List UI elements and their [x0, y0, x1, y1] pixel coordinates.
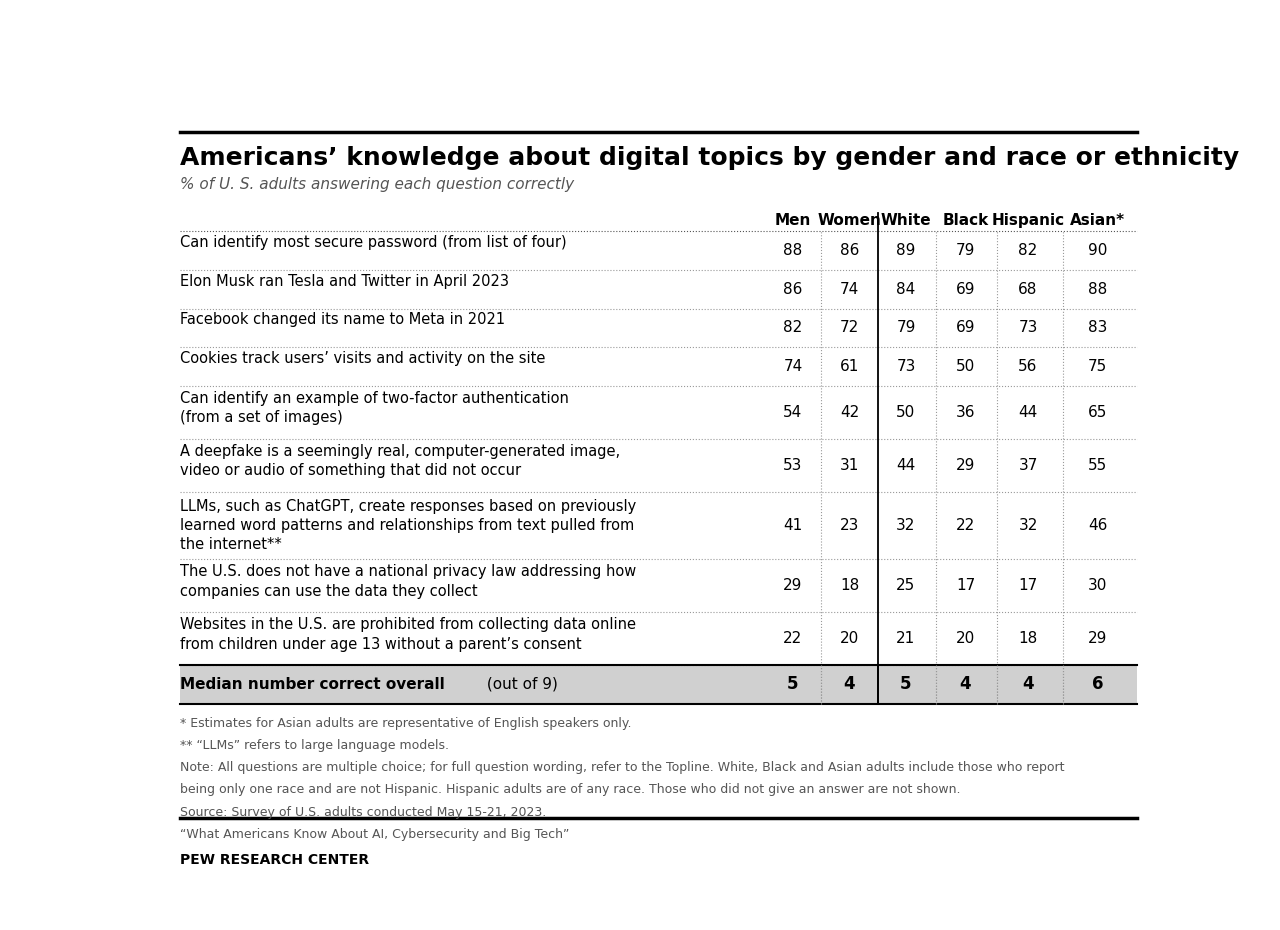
Text: 4: 4 [1023, 675, 1034, 694]
Text: 22: 22 [783, 631, 803, 646]
Text: 69: 69 [956, 282, 975, 297]
Text: Note: All questions are multiple choice; for full question wording, refer to the: Note: All questions are multiple choice;… [179, 761, 1065, 774]
Text: White: White [881, 213, 932, 228]
Text: Asian*: Asian* [1070, 213, 1125, 228]
Text: 6: 6 [1092, 675, 1103, 694]
Text: 74: 74 [840, 282, 859, 297]
Text: 73: 73 [1019, 320, 1038, 336]
Text: A deepfake is a seemingly real, computer-generated image,
video or audio of some: A deepfake is a seemingly real, computer… [179, 445, 620, 478]
Text: 83: 83 [1088, 320, 1107, 336]
Text: 36: 36 [956, 405, 975, 419]
Text: 86: 86 [783, 282, 803, 297]
Text: 23: 23 [840, 518, 859, 533]
Text: 68: 68 [1019, 282, 1038, 297]
Text: LLMs, such as ChatGPT, create responses based on previously
learned word pattern: LLMs, such as ChatGPT, create responses … [179, 498, 636, 552]
Text: Men: Men [774, 213, 812, 228]
Text: 41: 41 [783, 518, 803, 533]
Text: 29: 29 [956, 458, 975, 472]
Text: Can identify an example of two-factor authentication
(from a set of images): Can identify an example of two-factor au… [179, 392, 568, 425]
Text: 65: 65 [1088, 405, 1107, 419]
Text: 30: 30 [1088, 578, 1107, 593]
Text: 61: 61 [840, 359, 859, 374]
Text: 32: 32 [1019, 518, 1038, 533]
Text: 4: 4 [844, 675, 855, 694]
Text: 53: 53 [783, 458, 803, 472]
Text: 50: 50 [956, 359, 975, 374]
Text: 44: 44 [1019, 405, 1038, 419]
Text: “What Americans Know About AI, Cybersecurity and Big Tech”: “What Americans Know About AI, Cybersecu… [179, 828, 570, 841]
Text: 17: 17 [956, 578, 975, 593]
Bar [179, 665, 1137, 704]
Text: * Estimates for Asian adults are representative of English speakers only.: * Estimates for Asian adults are represe… [179, 717, 631, 730]
Text: 54: 54 [783, 405, 803, 419]
Text: 90: 90 [1088, 243, 1107, 258]
Text: 55: 55 [1088, 458, 1107, 472]
Text: 79: 79 [956, 243, 975, 258]
Text: 69: 69 [956, 320, 975, 336]
Text: 5: 5 [900, 675, 911, 694]
Text: 29: 29 [1088, 631, 1107, 646]
Text: 20: 20 [956, 631, 975, 646]
Text: 74: 74 [783, 359, 803, 374]
Text: Cookies track users’ visits and activity on the site: Cookies track users’ visits and activity… [179, 351, 545, 366]
Text: 5: 5 [787, 675, 799, 694]
Text: 79: 79 [896, 320, 915, 336]
Text: 75: 75 [1088, 359, 1107, 374]
Text: Hispanic: Hispanic [992, 213, 1065, 228]
Text: 29: 29 [783, 578, 803, 593]
Text: 18: 18 [1019, 631, 1038, 646]
Text: 4: 4 [960, 675, 972, 694]
Text: % of U. S. adults answering each question correctly: % of U. S. adults answering each questio… [179, 178, 573, 193]
Text: The U.S. does not have a national privacy law addressing how
companies can use t: The U.S. does not have a national privac… [179, 565, 636, 599]
Text: 17: 17 [1019, 578, 1038, 593]
Text: 56: 56 [1019, 359, 1038, 374]
Text: 18: 18 [840, 578, 859, 593]
Text: Black: Black [942, 213, 988, 228]
Text: 82: 82 [783, 320, 803, 336]
Text: Women: Women [818, 213, 882, 228]
Text: 42: 42 [840, 405, 859, 419]
Text: being only one race and are not Hispanic. Hispanic adults are of any race. Those: being only one race and are not Hispanic… [179, 783, 960, 796]
Text: ** “LLMs” refers to large language models.: ** “LLMs” refers to large language model… [179, 739, 449, 751]
Text: 89: 89 [896, 243, 915, 258]
Text: Median number correct overall: Median number correct overall [179, 677, 444, 692]
Text: 37: 37 [1019, 458, 1038, 472]
Text: 25: 25 [896, 578, 915, 593]
Text: 82: 82 [1019, 243, 1038, 258]
Text: Elon Musk ran Tesla and Twitter in April 2023: Elon Musk ran Tesla and Twitter in April… [179, 273, 509, 288]
Text: 88: 88 [783, 243, 803, 258]
Text: (out of 9): (out of 9) [483, 677, 558, 692]
Text: Can identify most secure password (from list of four): Can identify most secure password (from … [179, 235, 567, 250]
Text: 72: 72 [840, 320, 859, 336]
Text: Websites in the U.S. are prohibited from collecting data online
from children un: Websites in the U.S. are prohibited from… [179, 618, 636, 652]
Text: 44: 44 [896, 458, 915, 472]
Text: 84: 84 [896, 282, 915, 297]
Text: 21: 21 [896, 631, 915, 646]
Text: 86: 86 [840, 243, 859, 258]
Text: Source: Survey of U.S. adults conducted May 15-21, 2023.: Source: Survey of U.S. adults conducted … [179, 805, 547, 818]
Text: 22: 22 [956, 518, 975, 533]
Text: 32: 32 [896, 518, 915, 533]
Text: PEW RESEARCH CENTER: PEW RESEARCH CENTER [179, 853, 369, 867]
Text: Facebook changed its name to Meta in 2021: Facebook changed its name to Meta in 202… [179, 312, 506, 327]
Text: Americans’ knowledge about digital topics by gender and race or ethnicity: Americans’ knowledge about digital topic… [179, 146, 1239, 170]
Text: 73: 73 [896, 359, 915, 374]
Text: 46: 46 [1088, 518, 1107, 533]
Text: 31: 31 [840, 458, 859, 472]
Text: 50: 50 [896, 405, 915, 419]
Text: 88: 88 [1088, 282, 1107, 297]
Text: 20: 20 [840, 631, 859, 646]
